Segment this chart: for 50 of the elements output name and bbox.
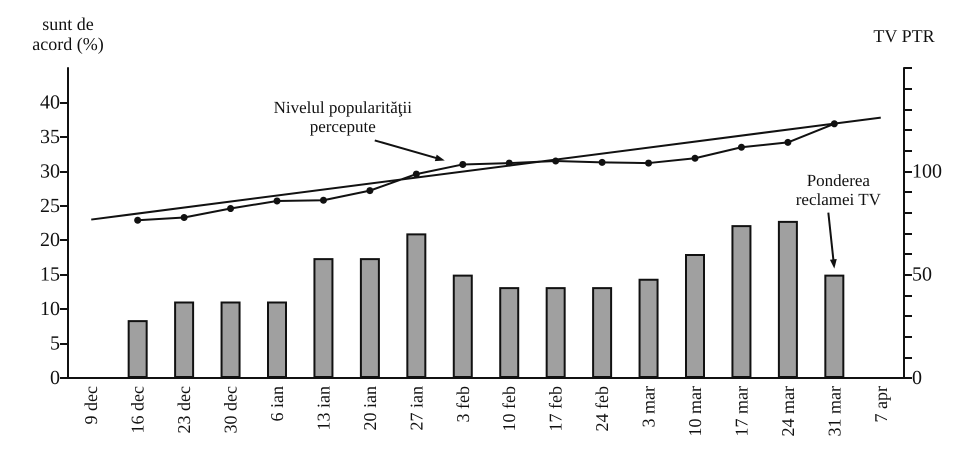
y-tick-label: 25 bbox=[40, 194, 60, 217]
x-tick-label: 10 mar bbox=[685, 386, 705, 436]
y-tick-label: 30 bbox=[40, 160, 60, 182]
x-tick-label: 16 dec bbox=[128, 386, 148, 434]
x-tick-label: 7 apr bbox=[870, 386, 891, 422]
x-tick-label: 6 ian bbox=[267, 386, 287, 422]
point bbox=[412, 170, 420, 178]
point bbox=[692, 154, 698, 162]
point bbox=[227, 205, 234, 212]
x-tick-label: 3 feb bbox=[452, 386, 473, 422]
point bbox=[134, 216, 142, 224]
x-tick-label: 23 dec bbox=[174, 386, 194, 434]
point bbox=[459, 160, 466, 168]
x-tick-label: 20 ian bbox=[360, 386, 380, 430]
x-tick-label: 10 feb bbox=[499, 386, 520, 432]
y-tick-label: 40 bbox=[40, 91, 60, 114]
x-tick-label: 24 mar bbox=[778, 386, 798, 436]
point bbox=[830, 120, 838, 128]
point bbox=[784, 138, 792, 146]
point bbox=[366, 187, 374, 194]
y-tick-label: 0 bbox=[50, 367, 60, 389]
point bbox=[552, 158, 560, 164]
y-tick-label: 5 bbox=[50, 332, 60, 355]
x-tick-label: 24 feb bbox=[592, 386, 612, 432]
y2-tick-label: 0 bbox=[912, 367, 922, 389]
x-tick-label: 17 feb bbox=[546, 386, 566, 432]
y-axis-title: sunt de acord (%) bbox=[32, 14, 104, 54]
x-tick-label: 3 mar bbox=[638, 386, 659, 428]
x-tick-label: 9 dec bbox=[81, 386, 102, 424]
y2-axis-title: TV PTR bbox=[873, 26, 935, 46]
point bbox=[738, 144, 745, 151]
y-tick-label: 15 bbox=[40, 264, 60, 286]
y2-tick-label: 50 bbox=[912, 264, 932, 286]
x-tick-label: 30 dec bbox=[220, 386, 241, 434]
x-tick-label: 27 ian bbox=[406, 386, 426, 430]
x-tick-label: 17 mar bbox=[731, 386, 752, 436]
series-label: Ponderea reclamei TV bbox=[796, 170, 881, 209]
point bbox=[506, 160, 513, 167]
point bbox=[274, 197, 280, 204]
y-tick-label: 10 bbox=[40, 298, 60, 320]
x-tick-label: 31 mar bbox=[824, 386, 844, 436]
y2-tick-label: 100 bbox=[912, 160, 942, 182]
y-tick-label: 35 bbox=[40, 126, 60, 148]
y-tick-label: 20 bbox=[40, 229, 60, 252]
point bbox=[320, 196, 327, 204]
text: Nivelul popularităţii percepute bbox=[274, 98, 412, 136]
point bbox=[645, 160, 652, 167]
point bbox=[180, 214, 188, 221]
point bbox=[598, 158, 606, 166]
x-tick-label: 13 ian bbox=[313, 386, 334, 430]
